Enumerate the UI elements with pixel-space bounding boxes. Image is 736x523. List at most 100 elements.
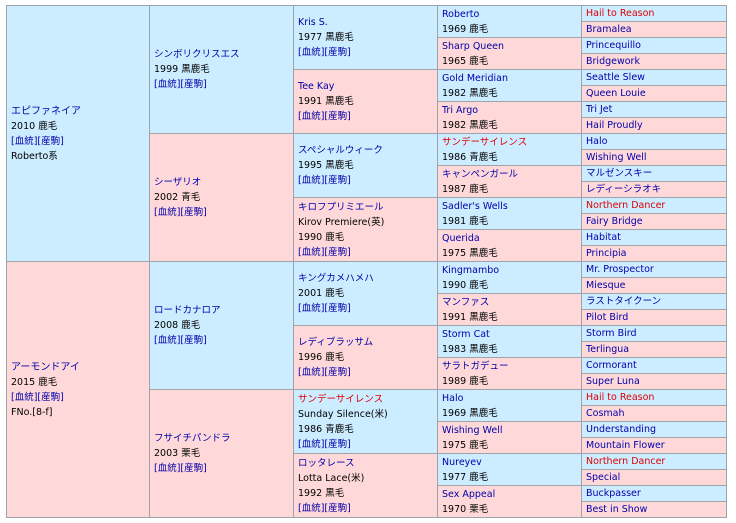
horse-name-link[interactable]: エピファネイア (11, 105, 81, 117)
horse-name-link[interactable]: ラストタイクーン (586, 296, 662, 307)
horse-name-link[interactable]: Roberto (442, 8, 480, 20)
horse-name-link[interactable]: Tee Kay (298, 81, 335, 92)
horse-name-link[interactable]: Terlingua (586, 344, 630, 355)
horse-name-link[interactable]: Mr. Prospector (586, 264, 654, 275)
horse-name-link[interactable]: Seattle Slew (586, 72, 645, 83)
pedigree-offspring-links[interactable]: [血統][産駒] (154, 463, 207, 474)
horse-name-link[interactable]: Pilot Bird (586, 312, 629, 323)
dam-cell-g5: Queen Louie (581, 85, 727, 102)
pedigree-offspring-links[interactable]: [血統][産駒] (11, 135, 64, 147)
horse-name-link[interactable]: マルゼンスキー (586, 168, 653, 179)
pedigree-row: Bramalea (7, 21, 727, 38)
pedigree-offspring-links[interactable]: [血統][産駒] (11, 391, 64, 403)
horse-name-link[interactable]: Sex Appeal (442, 488, 496, 500)
horse-name-link[interactable]: Bridgework (586, 56, 640, 67)
pedigree-offspring-links[interactable]: [血統][産駒] (298, 438, 351, 450)
horse-name-link[interactable]: Halo (586, 136, 608, 147)
horse-name-link[interactable]: Sharp Queen (442, 40, 505, 52)
horse-name-link[interactable]: Cormorant (586, 360, 637, 371)
horse-name-link[interactable]: Principia (586, 248, 627, 259)
horse-name-link[interactable]: Miesque (586, 280, 626, 291)
horse-name-link[interactable]: シーザリオ (154, 177, 202, 188)
horse-name-link[interactable]: Northern Dancer (586, 200, 666, 211)
horse-name-link[interactable]: Halo (442, 392, 464, 404)
pedigree-offspring-links[interactable]: [血統][産駒] (154, 79, 207, 90)
horse-name-link[interactable]: レディーシラオキ (586, 184, 662, 195)
horse-name-link[interactable]: Wishing Well (442, 424, 503, 436)
horse-name-link[interactable]: Hail to Reason (586, 392, 655, 403)
horse-name-link[interactable]: Princequillo (586, 40, 641, 51)
horse-name-link[interactable]: Wishing Well (586, 152, 647, 163)
horse-name-link[interactable]: ロッタレース (298, 457, 355, 469)
horse-name-link[interactable]: Queen Louie (586, 88, 646, 99)
sire-cell-g4: Nureyev 1977 鹿毛 (437, 453, 582, 486)
pedigree-offspring-links[interactable]: [血統][産駒] (298, 246, 351, 258)
pedigree-offspring-links[interactable]: [血統][産駒] (298, 502, 351, 514)
pedigree-row: アーモンドアイ 2015 鹿毛 [血統][産駒] FNo.[8-f] ロードカナロア 20… (6, 261, 727, 518)
horse-name-link[interactable]: Hail to Reason (586, 8, 655, 19)
dam-cell-g5: レディーシラオキ (581, 181, 727, 198)
birth-year-color: 1981 鹿毛 (442, 215, 489, 227)
horse-name-link[interactable]: Best in Show (586, 504, 648, 515)
horse-name-link[interactable]: Nureyev (442, 456, 482, 468)
horse-name-link[interactable]: Sadler's Wells (442, 200, 508, 212)
horse-name-link[interactable]: ロードカナロア (154, 305, 221, 316)
pedigree-table: エピファネイア 2010 鹿毛 [血統][産駒] Roberto系 シンボリクリスエス 1… (6, 5, 727, 518)
horse-name-link[interactable]: Super Luna (586, 376, 640, 387)
horse-name-link[interactable]: Tri Argo (442, 104, 479, 116)
horse-name-link[interactable]: Bramalea (586, 24, 632, 35)
horse-name-link[interactable]: サンデーサイレンス (298, 393, 384, 405)
birth-year-color: 1999 黒鹿毛 (154, 64, 210, 75)
horse-name-link[interactable]: Special (586, 472, 621, 483)
pedigree-offspring-links[interactable]: [血統][産駒] (298, 47, 351, 58)
horse-name-link[interactable]: Understanding (586, 424, 656, 435)
horse-origin-name: Sunday Silence(米) (298, 408, 388, 420)
horse-name-link[interactable]: シンボリクリスエス (154, 49, 240, 60)
horse-name-link[interactable]: Northern Dancer (586, 456, 666, 467)
horse-name-link[interactable]: Cosmah (586, 408, 625, 419)
horse-name-link[interactable]: マンファス (442, 296, 490, 308)
horse-name-link[interactable]: Storm Cat (442, 328, 490, 340)
horse-name-link[interactable]: Habitat (586, 232, 621, 243)
horse-name-link[interactable]: Kris S. (298, 17, 328, 28)
horse-name-link[interactable]: Tri Jet (586, 104, 613, 115)
pedigree-offspring-links[interactable]: [血統][産駒] (298, 303, 351, 314)
horse-name-link[interactable]: キロフプリミエール (298, 201, 384, 213)
dam-cell-g3: Tee Kay 1991 黒鹿毛 [血統][産駒] (293, 69, 438, 134)
horse-name-link[interactable]: Mountain Flower (586, 440, 665, 451)
pedigree-row: Miesque (7, 277, 727, 294)
horse-name-link[interactable]: Storm Bird (586, 328, 637, 339)
horse-name-link[interactable]: レディブラッサム (298, 337, 374, 348)
pedigree-offspring-links[interactable]: [血統][産駒] (154, 335, 207, 346)
dam-cell-g4: Tri Argo 1982 黒鹿毛 (437, 101, 582, 134)
horse-name-link[interactable]: アーモンドアイ (11, 361, 80, 373)
dam-cell-g5: Miesque (581, 277, 727, 294)
birth-year-color: 1990 鹿毛 (442, 279, 489, 291)
pedigree-row: キロフプリミエール Kirov Premiere(英) 1990 鹿毛 [血統][産駒… (7, 197, 727, 262)
pedigree-offspring-links[interactable]: [血統][産駒] (298, 111, 351, 122)
birth-year-color: 1989 鹿毛 (442, 375, 489, 387)
horse-name-link[interactable]: Buckpasser (586, 488, 641, 499)
horse-name-link[interactable]: サラトガデュー (442, 360, 509, 372)
pedigree-offspring-links[interactable]: [血統][産駒] (298, 367, 351, 378)
pedigree-offspring-links[interactable]: [血統][産駒] (154, 207, 207, 218)
pedigree-row: Querida 1975 黒鹿毛 Habitat (7, 229, 727, 262)
sire-cell-g3: Kris S. 1977 黒鹿毛 [血統][産駒] (293, 5, 438, 70)
pedigree-row: Special (7, 469, 727, 486)
horse-name-link[interactable]: キングカメハメハ (298, 273, 374, 284)
horse-name-link[interactable]: サンデーサイレンス (442, 136, 528, 148)
horse-name-link[interactable]: フサイチパンドラ (154, 433, 231, 444)
pedigree-offspring-links[interactable]: [血統][産駒] (298, 175, 351, 186)
pedigree-row: Sharp Queen 1965 鹿毛 Princequillo (7, 37, 727, 70)
pedigree-row: フサイチパンドラ 2003 栗毛 [血統][産駒] サンデーサイレンス Sunday S… (7, 389, 727, 518)
horse-name-link[interactable]: キャンペンガール (442, 168, 519, 180)
birth-year-color: 1977 黒鹿毛 (298, 32, 354, 43)
horse-name-link[interactable]: Gold Meridian (442, 72, 508, 84)
horse-name-link[interactable]: Kingmambo (442, 264, 500, 276)
horse-name-link[interactable]: スペシャルウィーク (298, 145, 383, 156)
birth-year-color: 2008 鹿毛 (154, 320, 201, 331)
horse-name-link[interactable]: Hail Proudly (586, 120, 643, 131)
birth-year-color: 1991 黒鹿毛 (298, 96, 354, 107)
horse-name-link[interactable]: Fairy Bridge (586, 216, 643, 227)
horse-name-link[interactable]: Querida (442, 232, 480, 244)
